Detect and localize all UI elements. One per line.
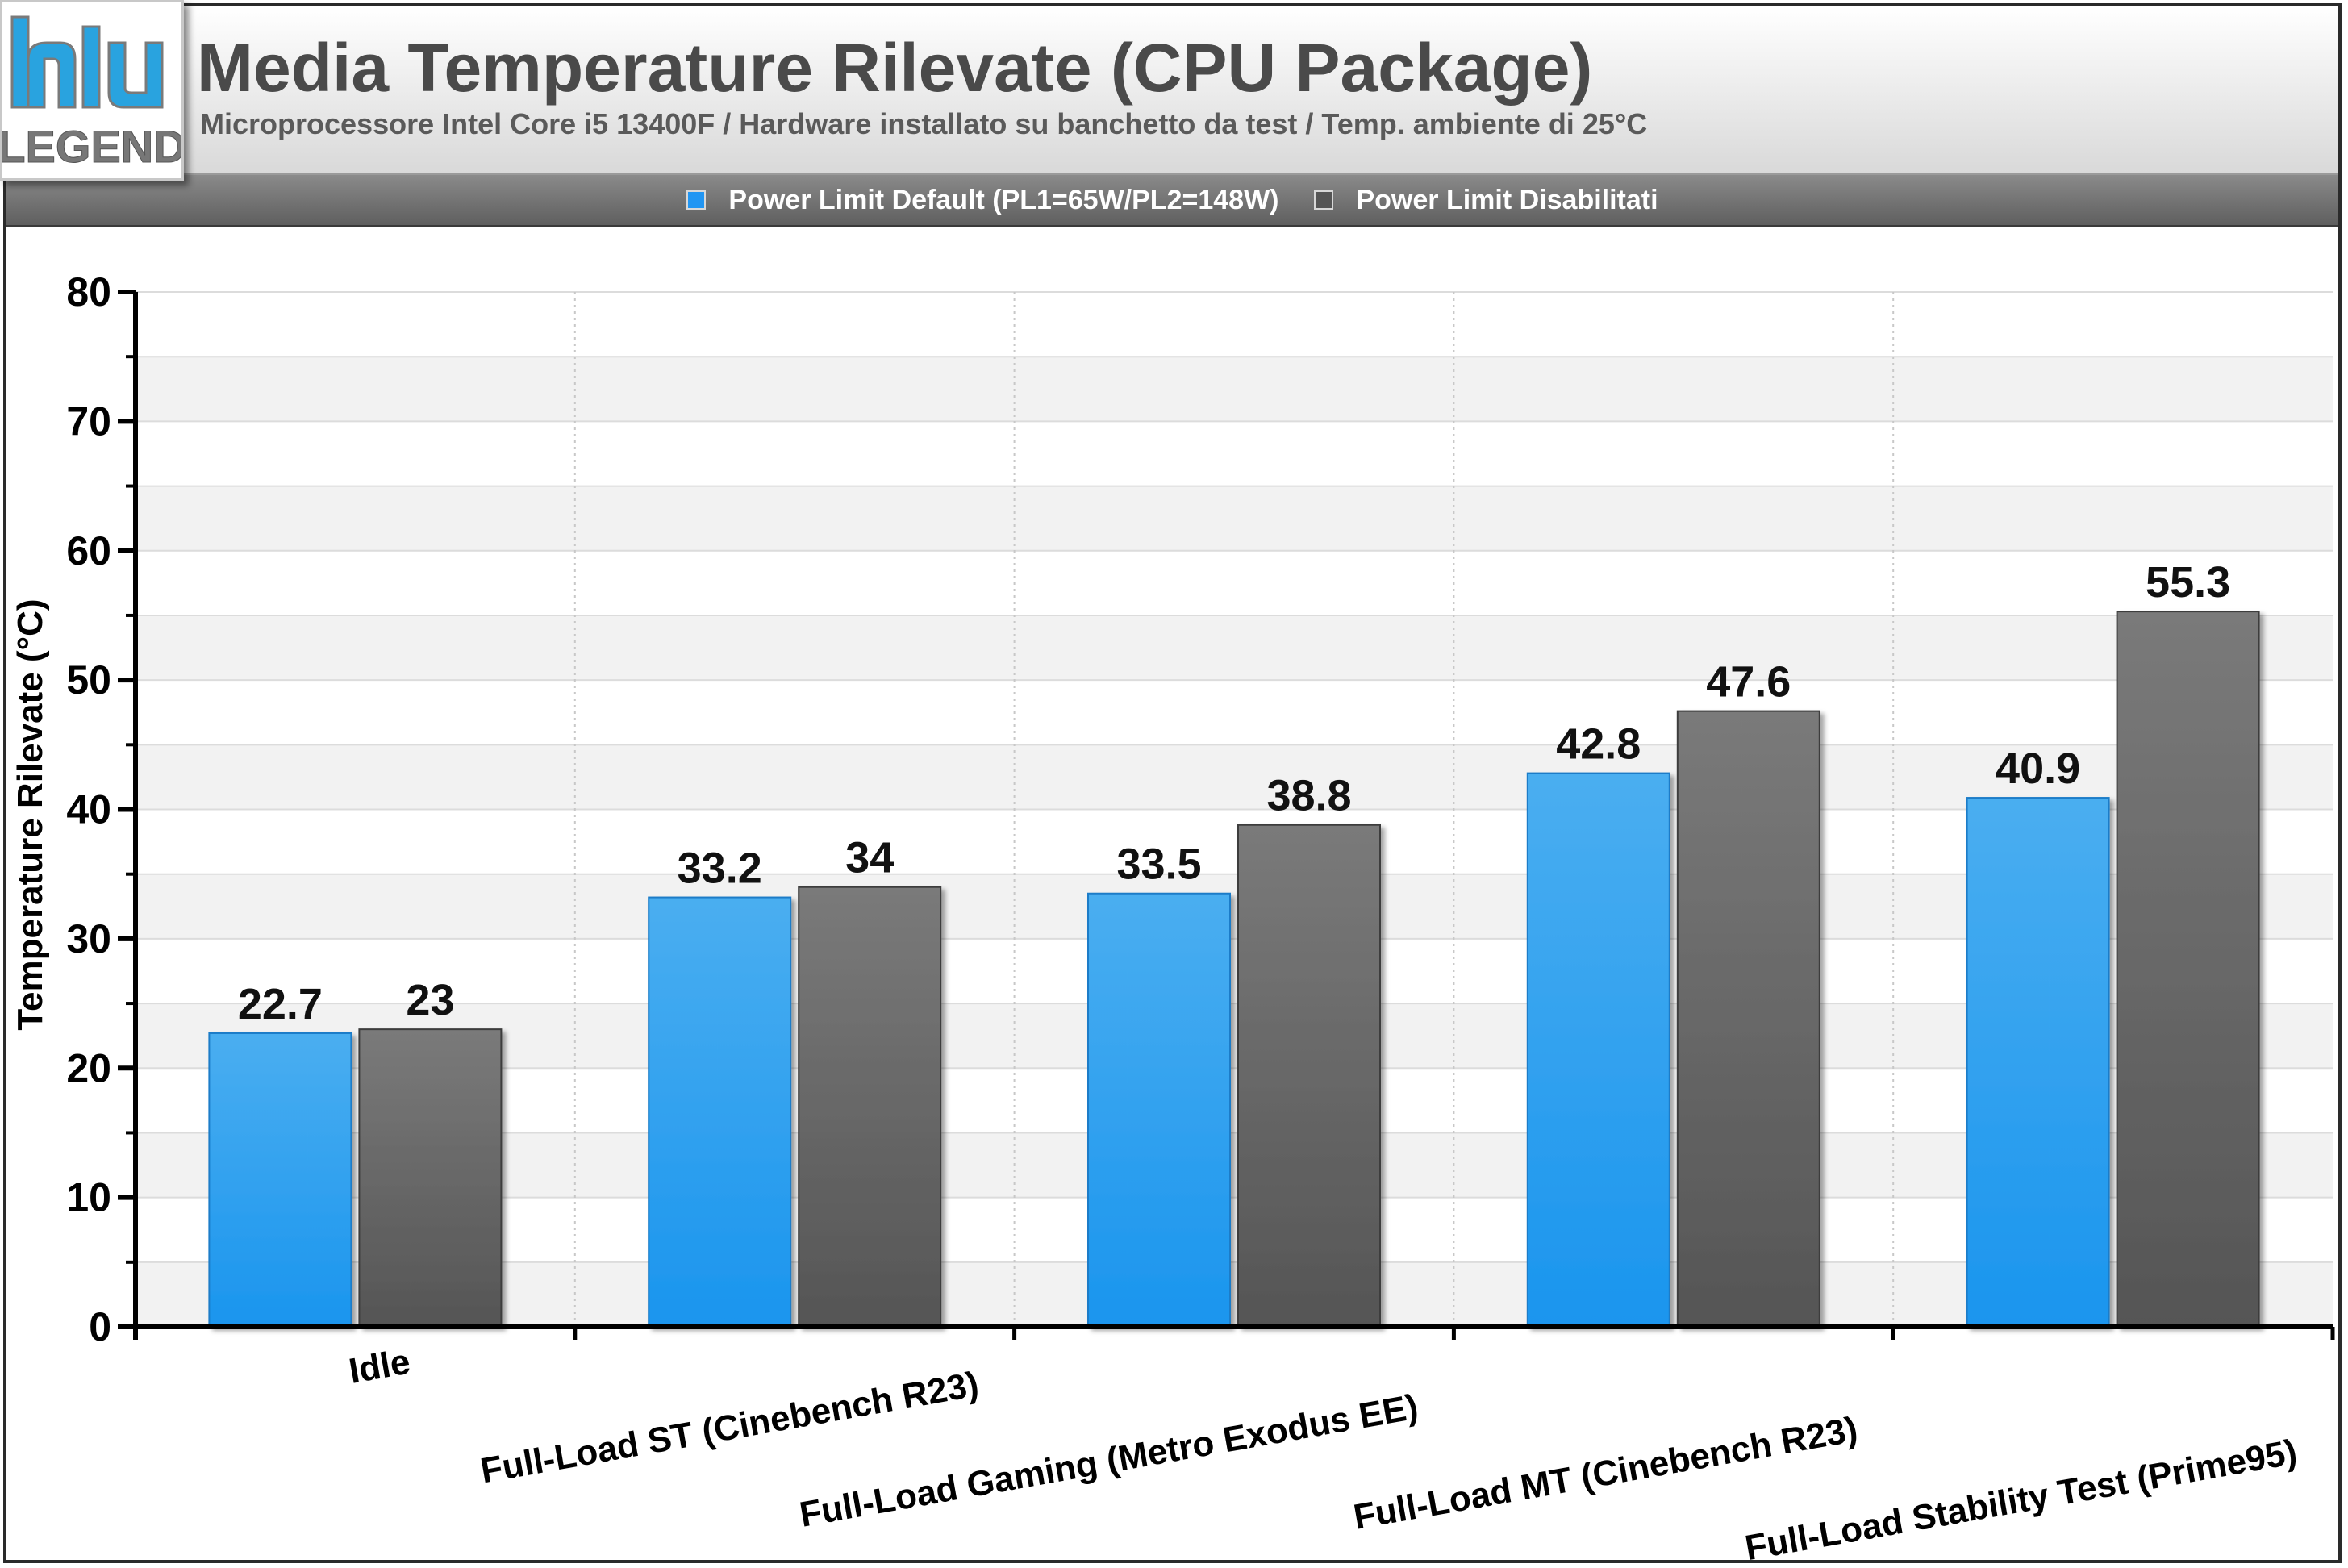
data-label: 23 [406, 976, 454, 1024]
axes [133, 292, 2333, 1340]
data-label: 33.2 [678, 844, 762, 893]
legend-item-disabled: Power Limit Disabilitati [1314, 185, 1658, 216]
bar [208, 1032, 352, 1328]
plot-band [136, 615, 2333, 681]
data-label: 33.5 [1116, 840, 1201, 889]
bar [1237, 824, 1381, 1328]
y-tick-label: 60 [66, 528, 111, 573]
data-labels: 22.7 23 33.2 34 33.5 38.8 42.8 47.6 40.9 55.3 [238, 558, 2230, 1028]
chart-subtitle: Microprocessore Intel Core i5 13400F / H… [200, 107, 1648, 140]
data-label: 42.8 [1556, 720, 1641, 769]
y-tick-label: 70 [66, 398, 111, 444]
bar [648, 896, 792, 1328]
y-tick-label: 40 [66, 787, 111, 832]
y-tick-label: 10 [66, 1175, 111, 1220]
data-label: 38.8 [1266, 772, 1351, 820]
data-label: 47.6 [1706, 658, 1791, 707]
y-tick-label: 80 [66, 269, 111, 315]
data-label: 22.7 [238, 980, 323, 1028]
chart-header: Media Temperature Rilevate (CPU Package)… [6, 6, 2338, 175]
legend-label-default: Power Limit Default (PL1=65W/PL2=148W) [728, 184, 1279, 215]
y-tick-label: 50 [66, 657, 111, 703]
bar [1676, 710, 1820, 1328]
bar [1966, 797, 2110, 1328]
plot-band [136, 486, 2333, 551]
y-tick-label: 0 [89, 1304, 111, 1349]
bar [1526, 772, 1670, 1328]
y-axis-label: Temperature Rilevate (°C) [10, 598, 50, 1030]
y-tick-label: 30 [66, 916, 111, 961]
bar [358, 1028, 503, 1328]
legend-swatch-disabled [1314, 190, 1334, 210]
logo-text: LEGEND [2, 121, 181, 172]
x-tick-label: Full-Load MT (Cinebench R23) [1351, 1410, 1861, 1537]
legend: Power Limit Default (PL1=65W/PL2=148W) P… [6, 175, 2338, 227]
bar [798, 886, 942, 1328]
x-axis-ticks: Idle Full-Load ST (Cinebench R23) Full-Loa… [133, 1327, 2335, 1568]
chart-title: Media Temperature Rilevate (CPU Package) [197, 30, 1593, 106]
bar [1087, 892, 1231, 1328]
logo-mark-icon: LEGEND [2, 15, 181, 173]
data-label: 55.3 [2146, 558, 2230, 607]
site-logo: LEGEND [0, 0, 184, 181]
bar [2116, 611, 2260, 1328]
x-tick-label: Full-Load ST (Cinebench R23) [478, 1365, 982, 1491]
y-axis-ticks: 0 10 20 30 40 50 60 70 80 [66, 269, 136, 1349]
legend-swatch-default [686, 190, 707, 210]
legend-item-default: Power Limit Default (PL1=65W/PL2=148W) [686, 185, 1278, 216]
legend-label-disabled: Power Limit Disabilitati [1356, 184, 1658, 215]
bars [208, 611, 2260, 1328]
data-label: 40.9 [1996, 744, 2080, 793]
y-tick-label: 20 [66, 1045, 111, 1091]
x-tick-label: Idle [346, 1342, 413, 1391]
data-label: 34 [845, 834, 894, 882]
plot-band [136, 357, 2333, 422]
